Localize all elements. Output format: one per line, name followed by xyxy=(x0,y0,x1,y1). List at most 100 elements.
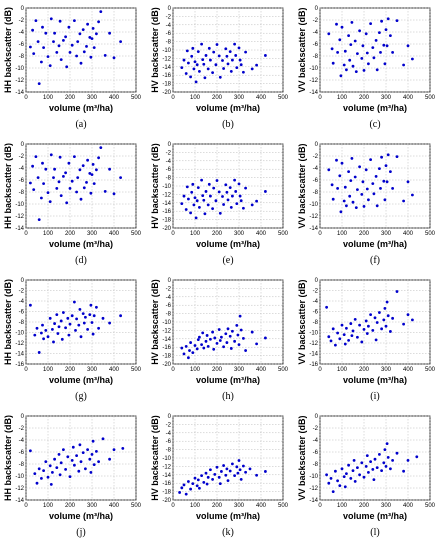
x-tick-label: 200 xyxy=(212,503,223,509)
data-point xyxy=(402,469,405,473)
y-tick-label: -4 xyxy=(166,295,172,301)
x-tick-label: 300 xyxy=(87,503,98,509)
x-tick-label: 500 xyxy=(131,503,142,509)
data-point xyxy=(220,470,223,473)
data-point xyxy=(380,155,383,159)
data-point xyxy=(345,326,348,330)
data-point xyxy=(214,63,218,67)
data-point xyxy=(193,60,197,64)
data-point xyxy=(327,481,331,485)
data-point xyxy=(224,332,228,336)
data-point xyxy=(58,155,62,159)
data-point xyxy=(391,459,394,462)
x-tick-label: 0 xyxy=(318,231,322,237)
scatter-panel: 0 100 200 300 400 500 0 -2 -4 -6 -8 -10 -12 -14 volume… xyxy=(297,6,436,130)
data-point xyxy=(44,167,48,171)
x-axis-label: volume (m³/ha) xyxy=(343,511,407,521)
y-tick-label: -2 xyxy=(166,150,172,156)
data-point xyxy=(382,318,386,322)
data-point xyxy=(255,199,258,203)
y-tick-label: -12 xyxy=(15,341,24,347)
data-point xyxy=(221,195,224,198)
data-point xyxy=(108,457,111,461)
data-point xyxy=(250,67,254,71)
y-tick-label: -16 xyxy=(162,209,171,215)
data-point xyxy=(178,491,181,494)
y-tick-label: -14 xyxy=(15,352,24,358)
data-point xyxy=(209,58,212,62)
data-point xyxy=(217,475,221,479)
data-point xyxy=(35,481,39,485)
data-point xyxy=(189,487,192,491)
y-tick-label: -10 xyxy=(162,184,171,190)
data-point xyxy=(380,469,383,472)
y-tick-label: -12 xyxy=(15,214,24,220)
data-point xyxy=(196,186,200,190)
x-axis-label: volume (m³/ha) xyxy=(343,375,407,385)
data-point xyxy=(57,325,61,329)
y-tick-label: -6 xyxy=(166,167,172,173)
data-point xyxy=(255,473,258,477)
x-tick-label: 100 xyxy=(337,503,348,509)
data-point xyxy=(33,472,37,475)
data-point xyxy=(119,314,122,318)
data-point xyxy=(345,472,348,475)
data-point xyxy=(44,31,48,35)
x-tick-label: 100 xyxy=(337,367,348,373)
data-point xyxy=(336,331,339,335)
data-point xyxy=(29,45,32,49)
y-tick-label: -14 xyxy=(309,352,318,358)
x-axis-label: volume (m³/ha) xyxy=(196,511,260,521)
data-point xyxy=(348,194,352,198)
data-point xyxy=(67,333,71,337)
y-tick-label: -10 xyxy=(15,66,24,72)
data-point xyxy=(406,44,410,48)
data-point xyxy=(215,342,219,345)
data-point xyxy=(49,17,53,21)
x-tick-label: 200 xyxy=(359,367,370,373)
data-point xyxy=(338,38,342,42)
y-tick-label: -10 xyxy=(15,331,24,337)
data-point xyxy=(389,34,392,37)
data-point xyxy=(226,198,230,202)
data-point xyxy=(255,63,258,67)
data-point xyxy=(415,455,419,459)
data-point xyxy=(53,322,56,325)
data-point xyxy=(327,32,331,36)
data-point xyxy=(244,470,247,474)
x-tick-label: 300 xyxy=(87,231,98,237)
y-tick-label: -8 xyxy=(19,54,25,60)
data-point xyxy=(386,314,390,318)
data-point xyxy=(233,339,236,343)
data-point xyxy=(206,344,210,348)
data-point xyxy=(348,58,352,62)
data-point xyxy=(193,476,197,480)
y-tick-label: -12 xyxy=(15,78,24,84)
y-tick-label: -12 xyxy=(162,192,171,198)
scatter-panel: 0 100 200 300 400 500 0 -2 -4 -6 -8 -10 -12 -14 volume… xyxy=(3,6,142,130)
data-point xyxy=(358,165,361,169)
x-tick-label: 500 xyxy=(131,231,142,237)
y-axis-label: VV backscatter (dB) xyxy=(297,279,307,364)
data-point xyxy=(235,323,239,327)
data-point xyxy=(373,316,377,320)
plot-area xyxy=(25,143,137,229)
data-point xyxy=(220,335,223,339)
data-point xyxy=(353,317,357,321)
x-tick-label: 100 xyxy=(190,367,201,373)
data-point xyxy=(184,72,188,75)
data-point xyxy=(242,336,245,340)
data-point xyxy=(190,190,194,194)
data-point xyxy=(92,463,96,466)
x-tick-label: 100 xyxy=(43,503,54,509)
data-point xyxy=(89,471,93,474)
data-point xyxy=(215,465,219,469)
data-point xyxy=(202,62,206,66)
y-tick-label: -10 xyxy=(309,331,318,337)
data-point xyxy=(231,58,234,62)
data-point xyxy=(384,164,388,167)
y-tick-label: -16 xyxy=(309,362,318,368)
x-tick-label: 300 xyxy=(87,367,98,373)
data-point xyxy=(224,473,228,477)
plot-area xyxy=(25,415,137,501)
